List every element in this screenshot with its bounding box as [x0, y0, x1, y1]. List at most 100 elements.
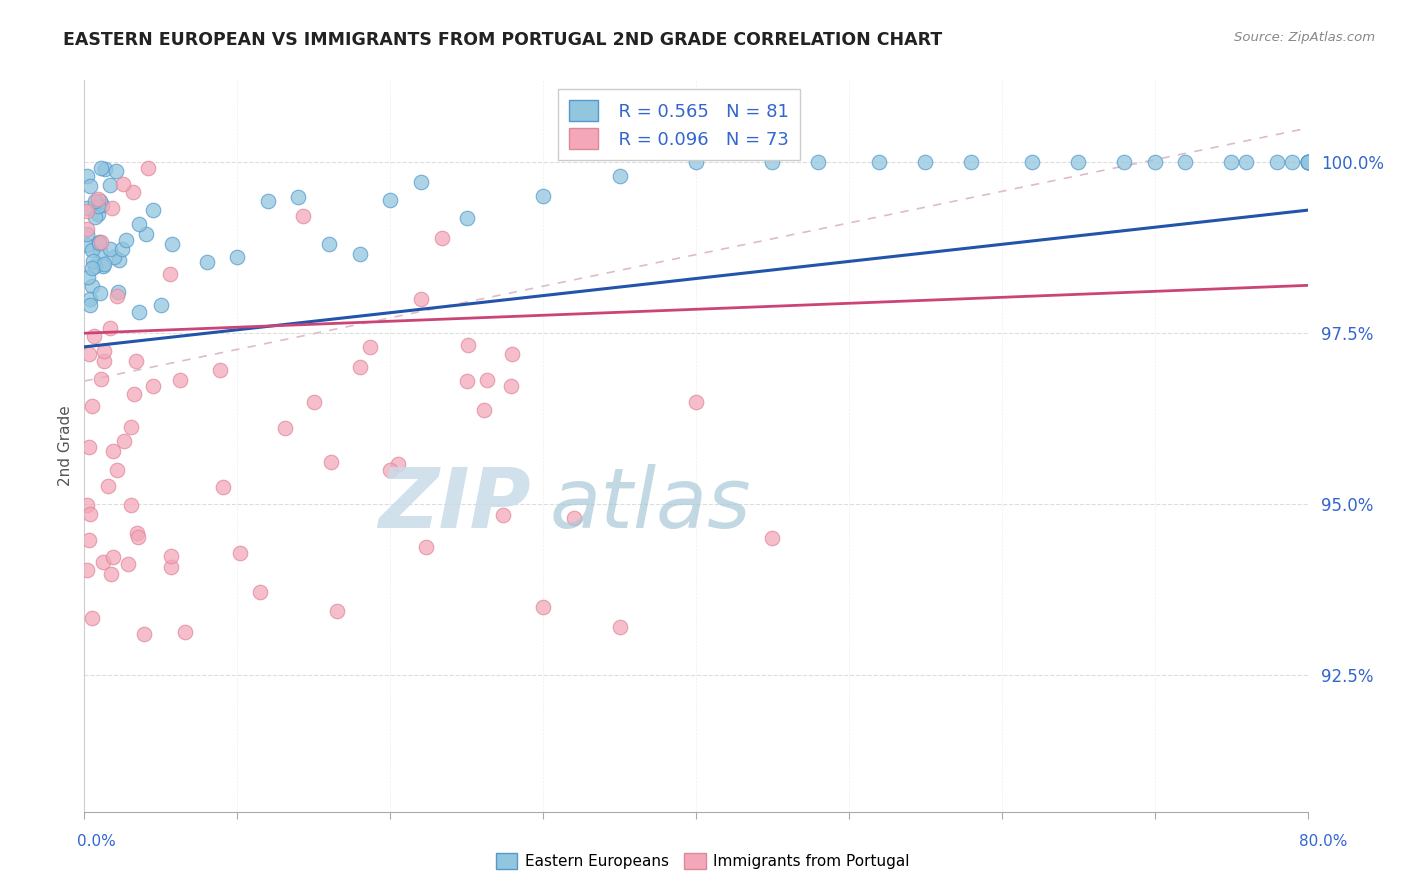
Point [160, 236, 183, 251]
Point [91, 197, 114, 211]
Point [359, 340, 381, 354]
Point [1296, 155, 1319, 169]
Point [76, 169, 98, 184]
Point [142, 202, 165, 217]
Point [105, 289, 128, 303]
Point [318, 236, 340, 251]
Point [125, 526, 148, 541]
Point [77, 440, 100, 454]
Point [82, 244, 104, 258]
Point [111, 177, 134, 191]
Point [98, 321, 121, 335]
Point [1296, 155, 1319, 169]
Point [761, 531, 783, 545]
Point [128, 305, 150, 319]
Point [122, 185, 145, 199]
Point [90, 161, 112, 175]
Point [142, 379, 165, 393]
Point [349, 247, 371, 261]
Point [1296, 155, 1319, 169]
Point [82, 399, 104, 413]
Point [287, 190, 309, 204]
Point [132, 626, 155, 640]
Point [456, 374, 478, 388]
Point [80, 260, 103, 275]
Point [105, 163, 128, 178]
Point [89, 194, 111, 209]
Point [127, 530, 149, 544]
Point [1265, 155, 1288, 169]
Point [89, 236, 111, 251]
Y-axis label: 2nd Grade: 2nd Grade [58, 406, 73, 486]
Point [80, 278, 103, 293]
Point [111, 242, 134, 256]
Point [274, 421, 297, 435]
Point [302, 394, 325, 409]
Point [76, 222, 98, 236]
Point [430, 230, 453, 244]
Point [349, 360, 371, 375]
Point [90, 372, 112, 386]
Point [380, 463, 402, 477]
Point [107, 285, 129, 299]
Point [609, 169, 631, 183]
Point [685, 155, 707, 169]
Point [100, 567, 122, 582]
Text: Source: ZipAtlas.com: Source: ZipAtlas.com [1234, 31, 1375, 45]
Point [122, 386, 145, 401]
Point [115, 233, 138, 247]
Point [93, 354, 115, 368]
Point [1296, 155, 1319, 169]
Point [257, 194, 280, 208]
Point [409, 175, 432, 189]
Point [76, 227, 98, 241]
Point [195, 255, 218, 269]
Text: 80.0%: 80.0% [1299, 834, 1347, 848]
Point [502, 347, 524, 361]
Point [120, 419, 142, 434]
Text: EASTERN EUROPEAN VS IMMIGRANTS FROM PORTUGAL 2ND GRADE CORRELATION CHART: EASTERN EUROPEAN VS IMMIGRANTS FROM PORT… [63, 31, 942, 49]
Point [211, 479, 233, 493]
Point [100, 242, 122, 256]
Point [1021, 155, 1043, 169]
Point [960, 155, 983, 169]
Point [319, 455, 342, 469]
Point [387, 457, 409, 471]
Point [292, 209, 315, 223]
Point [93, 343, 115, 358]
Point [914, 155, 936, 169]
Text: 0.0%: 0.0% [77, 834, 117, 848]
Point [1174, 155, 1197, 169]
Legend:   R = 0.565   N = 81,   R = 0.096   N = 73: R = 0.565 N = 81, R = 0.096 N = 73 [558, 89, 800, 160]
Point [124, 354, 146, 368]
Point [128, 217, 150, 231]
Point [77, 533, 100, 548]
Point [456, 211, 478, 225]
Point [84, 260, 107, 274]
Point [807, 155, 830, 169]
Point [135, 227, 157, 241]
Point [112, 434, 135, 448]
Point [101, 444, 124, 458]
Point [76, 237, 98, 252]
Point [117, 557, 139, 571]
Point [869, 155, 891, 169]
Point [1296, 155, 1319, 169]
Point [101, 550, 124, 565]
Point [98, 178, 121, 193]
Point [86, 207, 108, 221]
Point [101, 202, 124, 216]
Point [79, 292, 101, 306]
Point [169, 373, 191, 387]
Point [1281, 155, 1303, 169]
Point [77, 347, 100, 361]
Point [83, 329, 105, 343]
Point [79, 179, 101, 194]
Point [87, 192, 110, 206]
Point [136, 161, 159, 176]
Point [79, 508, 101, 522]
Point [492, 508, 515, 522]
Point [108, 252, 131, 267]
Point [761, 155, 783, 169]
Point [76, 203, 98, 218]
